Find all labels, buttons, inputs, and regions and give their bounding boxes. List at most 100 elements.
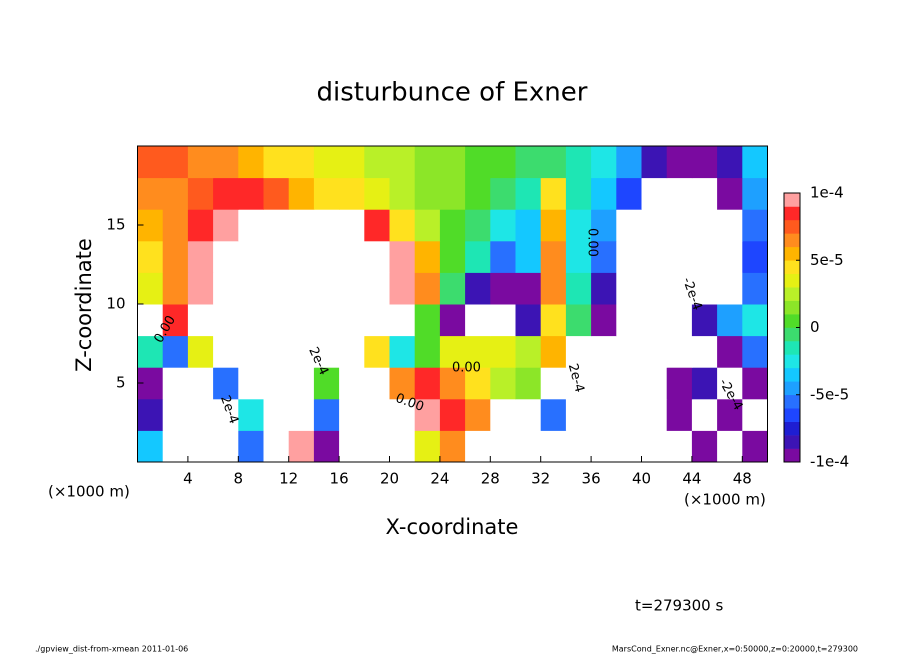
cell [313, 398, 340, 431]
cell [717, 240, 743, 273]
cell [540, 146, 567, 179]
cell [137, 398, 164, 431]
cell [717, 335, 743, 368]
cell [465, 304, 491, 337]
cell [666, 177, 693, 210]
cell [187, 398, 214, 431]
cell [742, 146, 768, 179]
cell [187, 430, 214, 463]
cell [439, 209, 466, 242]
cell [364, 272, 390, 305]
cell [414, 272, 441, 305]
cell [263, 272, 290, 305]
cell [691, 335, 718, 368]
cell [414, 240, 441, 273]
cell [162, 367, 189, 400]
cell [666, 240, 693, 273]
y-unit-label: (×1000 m) [48, 483, 130, 501]
cell [364, 304, 390, 337]
cell [490, 367, 516, 400]
cell [666, 367, 693, 400]
cell [238, 177, 264, 210]
cell [616, 335, 642, 368]
cell [641, 304, 668, 337]
cell [288, 367, 315, 400]
cell [616, 146, 642, 179]
cell [616, 367, 642, 400]
x-tick-label: 8 [234, 470, 244, 488]
cell [288, 146, 315, 179]
cell [263, 367, 290, 400]
cell [313, 367, 340, 400]
cell [213, 146, 239, 179]
cell [313, 209, 340, 242]
cell [666, 304, 693, 337]
cell [288, 335, 315, 368]
cell [565, 209, 592, 242]
cell [540, 367, 567, 400]
cell [389, 177, 416, 210]
cell [187, 367, 214, 400]
cell [515, 430, 542, 463]
cell [717, 146, 743, 179]
cell [490, 272, 516, 305]
cell [742, 430, 768, 463]
cell [515, 335, 542, 368]
x-tick-label: 28 [481, 470, 500, 488]
cell [263, 335, 290, 368]
cell [313, 240, 340, 273]
cell [465, 146, 491, 179]
cell [238, 398, 264, 431]
cell [490, 146, 516, 179]
cell [263, 240, 290, 273]
cell [213, 430, 239, 463]
cell [313, 430, 340, 463]
colorbar-band [784, 421, 800, 436]
cell [187, 272, 214, 305]
cell [641, 209, 668, 242]
cell [439, 335, 466, 368]
cell [288, 177, 315, 210]
cell [414, 304, 441, 337]
y-tick-label: 5 [116, 374, 126, 392]
cell [364, 146, 390, 179]
cell [263, 430, 290, 463]
x-tick-label: 16 [330, 470, 349, 488]
cell [439, 304, 466, 337]
cell [238, 209, 264, 242]
cell [540, 430, 567, 463]
cell [465, 398, 491, 431]
cell [339, 335, 365, 368]
cell [540, 335, 567, 368]
colorbar-band [784, 340, 800, 355]
cell [717, 398, 743, 431]
cell [137, 430, 164, 463]
cell [465, 272, 491, 305]
colorbar-band [784, 314, 800, 328]
colorbar-tick-label: -5e-5 [810, 385, 849, 403]
colorbar-band [784, 287, 800, 301]
cell [540, 240, 567, 273]
x-tick-label: 24 [430, 470, 449, 488]
cell [414, 146, 441, 179]
cell [187, 209, 214, 242]
cell [389, 430, 416, 463]
cell [439, 177, 466, 210]
cell [565, 304, 592, 337]
cell [439, 272, 466, 305]
cell [288, 209, 315, 242]
time-label: t=279300 s [635, 597, 723, 615]
cell [540, 209, 567, 242]
cell [540, 398, 567, 431]
cell [465, 430, 491, 463]
cell [162, 209, 189, 242]
cell [691, 272, 718, 305]
cell [717, 367, 743, 400]
cell [364, 430, 390, 463]
cell [641, 430, 668, 463]
cell [213, 240, 239, 273]
footer-left: ./gpview_dist-from-xmean 2011-01-06 [35, 645, 188, 654]
cell [414, 209, 441, 242]
contour-label: 0.00 [585, 228, 600, 257]
cell [238, 304, 264, 337]
